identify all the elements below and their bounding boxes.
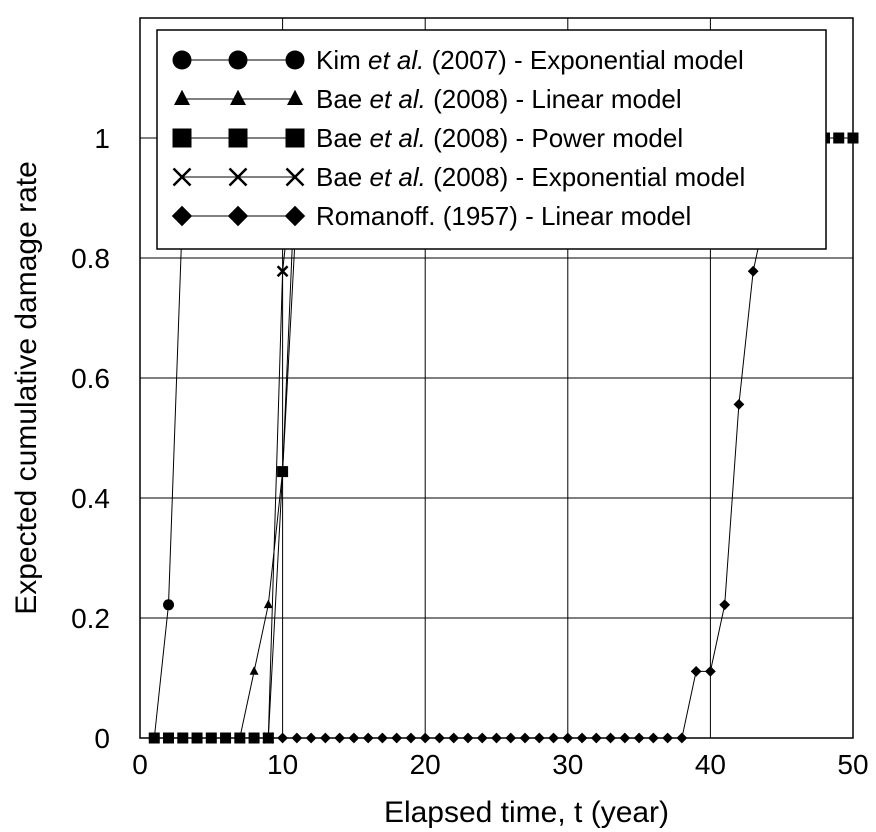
legend-label-part: (2008) - Exponential model [426,162,745,192]
x-tick-label: 40 [695,749,726,780]
data-point [276,265,289,278]
legend: Kim et al. (2007) - Exponential model Bae… [156,29,827,250]
y-tick-label: 0.4 [71,483,110,514]
legend-label-part: Kim [316,45,368,75]
legend-marker [172,50,192,70]
legend-label-italic: et al. [368,45,424,75]
legend-item: Romanoff. (1957) - Linear model [171,201,691,231]
legend-label-part: Bae [316,162,370,192]
x-tick-label: 50 [837,749,868,780]
legend-marker [172,128,192,148]
legend-marker [287,89,303,105]
legend-label: Kim et al. (2007) - Exponential model [316,45,744,75]
legend-label-italic: et al. [370,84,426,114]
legend-label-part: Bae [316,84,370,114]
legend-marker [228,167,248,187]
data-point [263,599,273,609]
legend-item: Kim et al. (2007) - Exponential model [172,45,744,75]
y-tick-label: 0.6 [71,363,110,394]
legend-marker [284,205,306,227]
legend-marker [172,167,192,187]
data-point [249,666,259,675]
legend-label-part: Bae [316,123,370,153]
legend-marker [230,89,246,105]
y-tick-label: 0.8 [71,243,110,274]
legend-item: Bae et al. (2008) - Linear model [174,84,682,114]
data-point [705,666,716,677]
legend-label-part: (2008) - Power model [426,123,683,153]
x-tick-label: 20 [410,749,441,780]
legend-marker [285,167,305,187]
legend-label: Bae et al. (2008) - Linear model [316,84,682,114]
legend-marker [285,50,305,70]
data-point [277,466,289,478]
data-point [733,399,745,410]
y-axis-title: Expected cumulative damage rate [10,161,43,615]
x-tick-label: 10 [267,749,298,780]
legend-marker [174,89,190,105]
legend-marker [228,50,248,70]
y-tick-label: 0.2 [71,603,110,634]
legend-item: Bae et al. (2008) - Power model [172,123,683,153]
legend-label: Romanoff. (1957) - Linear model [316,201,691,231]
plot-frame [139,17,854,739]
legend-marker [227,205,249,227]
x-tick-label: 30 [552,749,583,780]
legend-label-part: Romanoff. (1957) - Linear model [316,201,691,231]
legend-label-italic: et al. [370,162,426,192]
legend-label-part: (2008) - Linear model [426,84,682,114]
legend-label: Bae et al. (2008) - Power model [316,123,683,153]
legend-marker [171,205,193,227]
tick-labels: 0 10 20 30 40 50 0 0.2 0.4 0.6 0.8 1 [71,123,869,780]
y-tick-label: 0 [94,723,110,754]
legend-label: Bae et al. (2008) - Exponential model [316,162,745,192]
data-point [719,599,731,611]
data-point [747,265,759,277]
legend-label-part: (2007) - Exponential model [424,45,743,75]
legend-item: Bae et al. (2008) - Exponential model [172,162,745,192]
legend-box [156,29,827,250]
data-point [833,132,845,144]
data-point [163,599,175,611]
y-tick-label: 1 [94,123,110,154]
legend-marker [285,128,305,148]
legend-label-italic: et al. [370,123,426,153]
data-point [690,666,702,677]
x-tick-label: 0 [132,749,148,780]
legend-marker [228,128,248,148]
x-axis-title: Elapsed time, t (year) [384,796,669,829]
